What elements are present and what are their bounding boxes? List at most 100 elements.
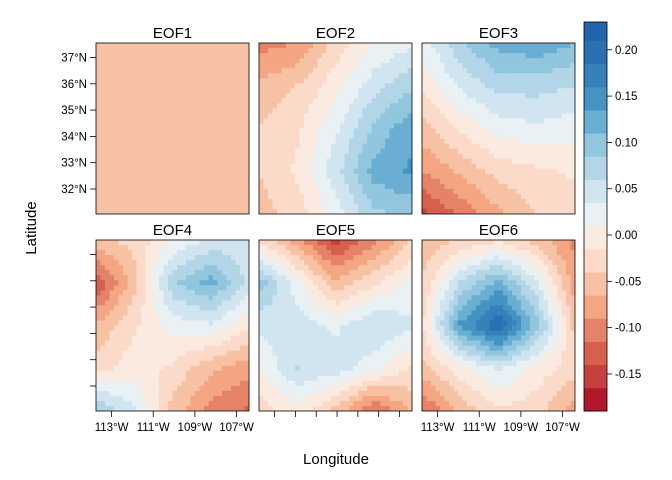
contour-cell xyxy=(367,53,373,59)
contour-cell xyxy=(259,78,265,84)
contour-cell xyxy=(217,335,223,342)
contour-cell xyxy=(322,163,328,170)
contour-cell xyxy=(394,193,400,200)
contour-cell xyxy=(389,98,395,104)
contour-cell xyxy=(453,148,459,155)
contour-cell xyxy=(195,395,201,402)
contour-cell xyxy=(259,123,265,130)
contour-cell xyxy=(136,83,142,89)
contour-cell xyxy=(362,128,368,135)
contour-cell xyxy=(353,73,359,79)
contour-cell xyxy=(208,68,214,74)
contour-cell xyxy=(186,340,192,347)
contour-cell xyxy=(539,203,545,210)
contour-cell xyxy=(208,395,214,402)
contour-cell xyxy=(385,88,391,94)
contour-cell xyxy=(326,78,332,84)
contour-cell xyxy=(168,63,174,69)
contour-cell xyxy=(105,390,111,397)
contour-cell xyxy=(154,123,160,130)
contour-cell xyxy=(453,208,459,214)
contour-cell xyxy=(539,173,545,180)
contour-cell xyxy=(163,113,169,120)
contour-cell xyxy=(268,123,274,130)
contour-cell xyxy=(344,128,350,135)
contour-cell xyxy=(100,280,106,286)
contour-cell xyxy=(235,203,241,210)
contour-cell xyxy=(458,43,464,49)
contour-cell xyxy=(385,73,391,79)
contour-cell xyxy=(335,78,341,84)
contour-cell xyxy=(186,375,192,382)
contour-cell xyxy=(136,203,142,210)
contour-cell xyxy=(235,405,241,411)
contour-cell xyxy=(380,208,386,214)
contour-cell xyxy=(398,265,404,271)
contour-cell xyxy=(109,250,115,256)
contour-cell xyxy=(367,58,373,64)
contour-cell xyxy=(141,285,147,291)
contour-cell xyxy=(114,295,120,301)
contour-cell xyxy=(566,183,572,190)
contour-cell xyxy=(367,123,373,130)
contour-cell xyxy=(570,178,575,185)
contour-cell xyxy=(358,250,364,256)
contour-cell xyxy=(326,208,332,214)
contour-cell xyxy=(403,88,409,94)
contour-cell xyxy=(394,118,400,125)
contour-cell xyxy=(467,183,473,190)
contour-cell xyxy=(141,43,147,49)
contour-cell xyxy=(177,405,183,411)
panel-eof5: EOF5 xyxy=(258,222,413,412)
contour-cell xyxy=(476,178,482,185)
contour-cell xyxy=(485,128,491,135)
contour-cell xyxy=(331,285,337,291)
contour-cell xyxy=(244,113,249,120)
contour-cell xyxy=(326,178,332,185)
contour-cell xyxy=(213,380,219,387)
contour-cell xyxy=(163,118,169,125)
contour-cell xyxy=(570,148,575,155)
contour-cell xyxy=(268,113,274,120)
contour-cell xyxy=(204,88,210,94)
contour-cell xyxy=(272,270,278,276)
contour-cell xyxy=(507,148,513,155)
contour-cell xyxy=(96,153,102,160)
contour-cell xyxy=(407,193,412,200)
contour-cell xyxy=(371,173,377,180)
contour-cell xyxy=(168,265,174,271)
contour-cell xyxy=(195,63,201,69)
contour-cell xyxy=(226,320,232,327)
contour-cell xyxy=(100,73,106,79)
contour-cell xyxy=(286,63,292,69)
contour-cell xyxy=(181,208,187,214)
contour-cell xyxy=(127,375,133,382)
contour-cell xyxy=(150,390,156,397)
contour-cell xyxy=(199,305,205,312)
contour-cell xyxy=(195,305,201,312)
contour-cell xyxy=(543,93,549,99)
contour-cell xyxy=(195,280,201,286)
contour-cell xyxy=(226,290,232,296)
contour-cell xyxy=(317,123,323,130)
contour-cell xyxy=(186,390,192,397)
contour-cell xyxy=(286,143,292,150)
contour-cell xyxy=(204,285,210,291)
contour-cell xyxy=(136,295,142,301)
contour-cell xyxy=(186,203,192,210)
contour-cell xyxy=(181,193,187,200)
contour-cell xyxy=(263,48,269,54)
contour-cell xyxy=(398,98,404,104)
contour-cell xyxy=(150,350,156,357)
contour-cell xyxy=(226,365,232,372)
contour-cell xyxy=(208,208,214,214)
contour-cell xyxy=(132,113,138,120)
contour-cell xyxy=(118,265,124,271)
contour-cell xyxy=(263,173,269,180)
contour-cell xyxy=(431,138,437,145)
contour-cell xyxy=(259,118,265,125)
contour-cell xyxy=(114,143,120,150)
contour-cell xyxy=(96,320,102,327)
contour-cell xyxy=(195,53,201,59)
contour-cell xyxy=(222,320,228,327)
